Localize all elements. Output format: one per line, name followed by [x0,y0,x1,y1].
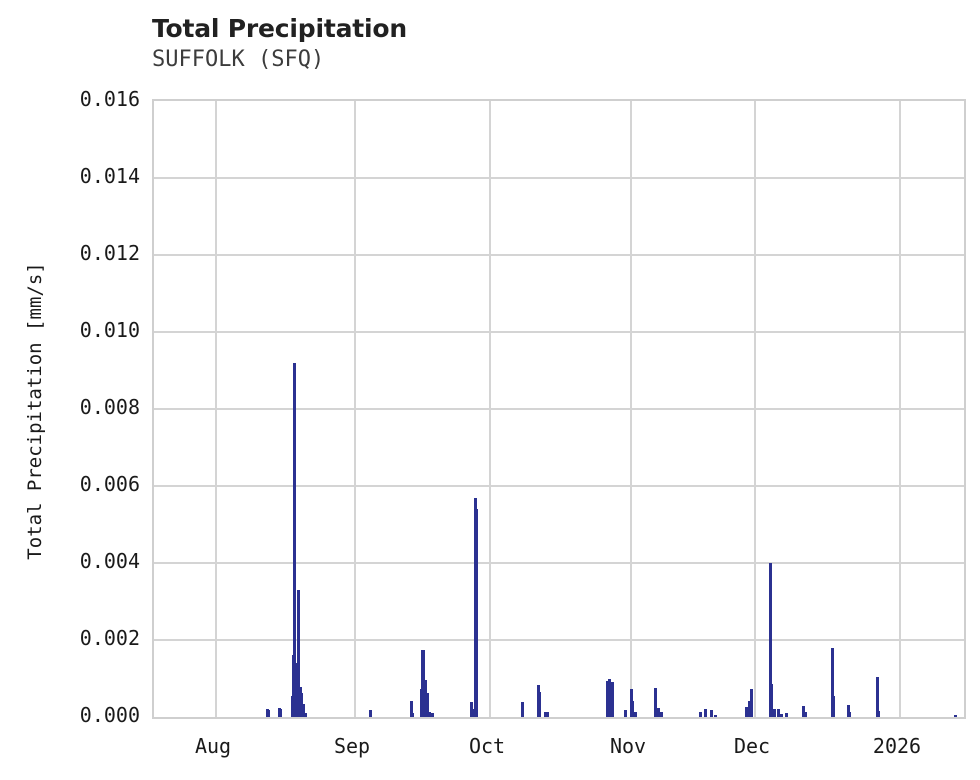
bar [475,509,478,717]
bar [267,710,270,717]
gridline-vertical [489,101,491,717]
bar [422,650,425,717]
y-tick-label: 0.004 [79,549,140,573]
bar [297,589,300,717]
bar [876,676,879,717]
bar [410,701,413,717]
bar [624,709,627,717]
bar [785,712,788,717]
gridline-horizontal [154,562,964,564]
bar [279,708,282,717]
bar [608,679,611,717]
bar [538,691,541,717]
title-block: Total Precipitation SUFFOLK (SFQ) [152,14,852,74]
bar [832,695,835,717]
bar [750,689,753,717]
bar [745,707,748,717]
bar [634,712,637,717]
bar [411,713,414,717]
gridline-vertical [215,101,217,717]
bar [804,712,807,717]
bar [424,679,427,717]
bar [770,684,773,717]
bar [704,708,707,717]
y-tick-label: 0.010 [79,318,140,342]
x-tick-label: Sep [333,734,371,758]
bar [431,712,434,717]
y-tick-label: 0.002 [79,626,140,650]
gridline-horizontal [154,254,964,256]
bar [611,681,614,717]
bar [847,705,850,717]
y-axis-tick-labels: 0.000 0.002 0.004 0.006 0.008 0.010 0.012 0.014… [0,0,140,780]
chart-title: Total Precipitation [152,14,407,43]
bar [302,703,305,717]
bar [660,712,663,717]
bar [304,713,307,717]
bar [471,708,474,717]
y-tick-label: 0.008 [79,395,140,419]
x-tick-label: Oct [468,734,506,758]
y-tick-label: 0.016 [79,87,140,111]
gridline-horizontal [154,408,964,410]
bar [714,715,717,717]
gridline-vertical [630,101,632,717]
bar [293,362,296,717]
bar [710,709,713,717]
bar [831,647,834,717]
bar [802,705,805,717]
chart-subtitle: SUFFOLK (SFQ) [152,47,325,72]
x-tick-label: Nov [609,734,647,758]
bar [300,693,303,717]
bar [780,713,783,717]
gridline-horizontal [154,177,964,179]
bar [544,711,547,717]
plot-area [152,99,966,719]
bar [954,715,957,717]
gridline-vertical [754,101,756,717]
bar [699,711,702,717]
y-tick-label: 0.014 [79,164,140,188]
y-tick-label: 0.000 [79,703,140,727]
gridline-horizontal [154,639,964,641]
bar [631,700,634,717]
y-tick-label: 0.012 [79,241,140,265]
bar [546,712,549,717]
bar [777,709,780,717]
gridline-horizontal [154,331,964,333]
gridline-horizontal [154,485,964,487]
gridline-vertical [354,101,356,717]
bar [428,712,431,717]
bar [426,693,429,717]
bar [657,708,660,717]
bar [877,711,880,717]
bar [773,708,776,717]
x-tick-label: Aug [194,734,232,758]
gridline-vertical [899,101,901,717]
y-tick-label: 0.006 [79,472,140,496]
bar [748,700,751,717]
x-tick-label: Dec [733,734,771,758]
bar [521,702,524,717]
bar [369,710,372,717]
bar [848,712,851,717]
bar [654,688,657,717]
bar [769,563,772,717]
x-tick-label: 2026 [872,734,922,758]
